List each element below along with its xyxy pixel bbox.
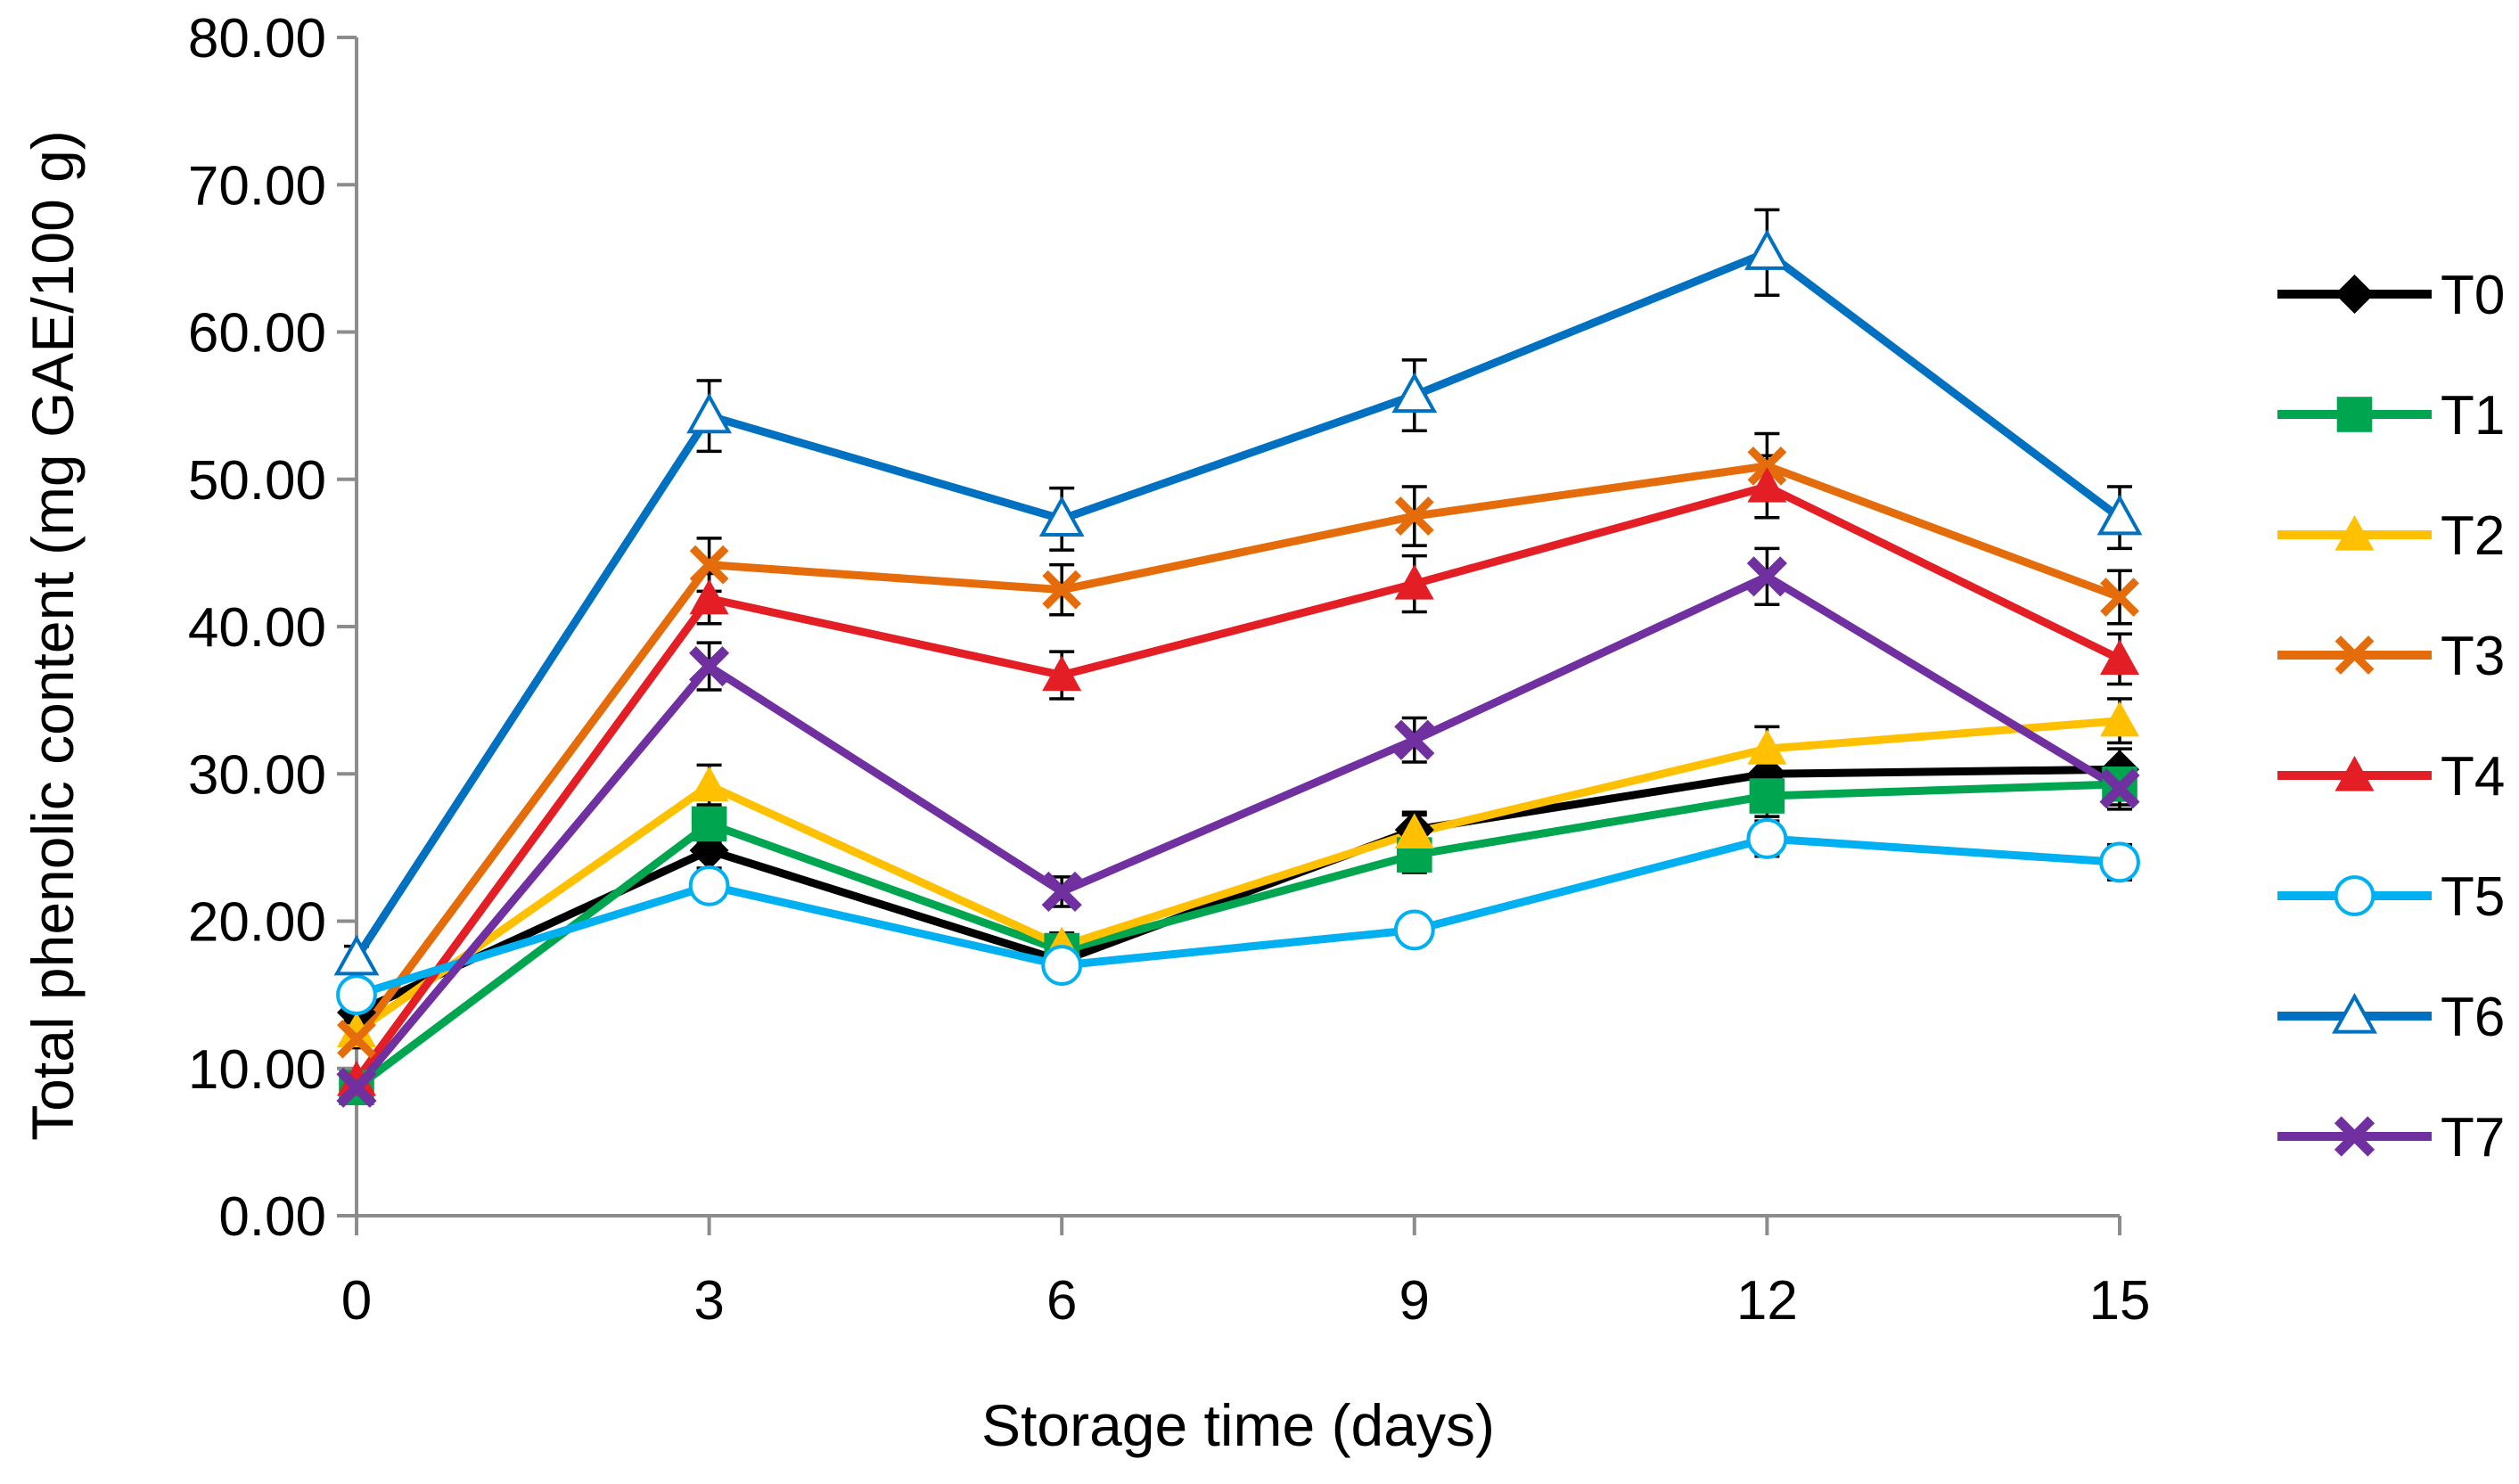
data-point-T4	[689, 578, 729, 615]
legend-label-T7: T7	[2441, 1107, 2505, 1168]
data-point-T7	[1746, 556, 1787, 597]
data-point-T4	[1394, 564, 1434, 600]
x-tick-label: 6	[1046, 1270, 1077, 1332]
legend-marker-T3	[2334, 635, 2375, 675]
legend-label-T4: T4	[2441, 746, 2505, 808]
y-tick-label: 10.00	[188, 1039, 326, 1101]
y-tick-label: 60.00	[188, 303, 326, 365]
data-point-T3	[689, 545, 729, 585]
data-point-T2	[1747, 729, 1787, 765]
data-point-T7	[2099, 768, 2140, 809]
series-line-T5	[355, 834, 2121, 999]
series-line-T4	[353, 482, 2121, 1083]
data-point-T5	[1393, 909, 1435, 951]
legend-marker-T0	[2334, 275, 2375, 314]
legend-marker-T7	[2334, 1116, 2375, 1157]
y-tick-label: 0.00	[218, 1186, 326, 1248]
series-line-T2	[354, 717, 2121, 1036]
y-tick-label: 70.00	[188, 155, 326, 217]
y-tick-label: 40.00	[188, 597, 326, 659]
data-point-T4	[337, 1060, 376, 1096]
data-point-T2	[689, 766, 729, 802]
data-point-T3	[1394, 496, 1434, 536]
tick-labels: 0.00 10.00 20.00 30.00 40.00 50.00 60.00 70.00 8…	[188, 8, 2151, 1332]
data-point-T6	[333, 934, 380, 976]
legend-label-T1: T1	[2441, 385, 2505, 447]
error-bars	[344, 208, 2132, 1097]
series-markers	[333, 229, 2143, 1108]
x-tick-label: 0	[341, 1270, 372, 1332]
legend-marker-T2	[2334, 515, 2375, 551]
data-point-T6	[1744, 229, 1790, 270]
legend-marker-T4	[2334, 756, 2375, 791]
data-point-T3	[1042, 570, 1082, 610]
series-lines	[353, 248, 2122, 1091]
x-axis-title: Storage time (days)	[981, 1392, 1495, 1458]
data-point-T7	[1041, 871, 1082, 913]
data-point-T5	[1041, 945, 1083, 986]
y-tick-label: 20.00	[188, 892, 326, 954]
data-point-T3	[337, 1019, 376, 1059]
data-point-T2	[1394, 813, 1434, 849]
data-point-T4	[2100, 639, 2139, 675]
data-point-T7	[689, 646, 730, 687]
legend-label-T0: T0	[2441, 265, 2505, 326]
data-point-T5	[2099, 841, 2140, 883]
legend-label-T5: T5	[2441, 866, 2505, 928]
y-axis-title: Total phenolic content (mg GAE/100 g)	[20, 130, 86, 1141]
data-point-T3	[1747, 446, 1787, 486]
data-point-T4	[1042, 655, 1082, 692]
x-tick-label: 15	[2089, 1270, 2151, 1332]
data-point-T1	[691, 806, 727, 842]
x-tick-label: 9	[1399, 1270, 1430, 1332]
data-point-T6	[1038, 496, 1085, 537]
data-point-T3	[2100, 578, 2139, 617]
series-line-T0	[355, 765, 2121, 1017]
data-point-T5	[1746, 818, 1788, 859]
series-line-T7	[353, 572, 2122, 1091]
legend: T0 T1 T2 T3 T4 T5 T6 T7	[2277, 265, 2505, 1168]
data-point-T1	[1749, 778, 1785, 814]
data-point-T5	[336, 974, 377, 1016]
x-tick-label: 3	[693, 1270, 724, 1332]
data-point-T6	[1391, 372, 1438, 414]
series-line-T1	[354, 780, 2121, 1091]
data-point-T7	[1394, 719, 1435, 760]
data-point-T6	[686, 392, 732, 434]
axes	[337, 36, 2121, 1235]
y-tick-label: 50.00	[188, 450, 326, 512]
y-tick-label: 30.00	[188, 744, 326, 806]
x-tick-label: 12	[1736, 1270, 1798, 1332]
legend-label-T6: T6	[2441, 987, 2505, 1048]
legend-marker-T1	[2336, 397, 2373, 432]
series-line-T3	[353, 462, 2121, 1042]
data-point-T7	[336, 1067, 377, 1108]
legend-label-T2: T2	[2441, 505, 2505, 567]
legend-marker-T5	[2334, 875, 2375, 916]
legend-marker-T6	[2332, 992, 2377, 1034]
data-point-T2	[2100, 701, 2139, 737]
series-line-T6	[353, 248, 2122, 961]
data-point-T6	[2096, 494, 2143, 536]
legend-label-T3: T3	[2441, 626, 2505, 687]
y-tick-label: 80.00	[188, 8, 326, 70]
data-point-T4	[1747, 467, 1787, 503]
data-point-T5	[688, 865, 730, 906]
data-point-T2	[337, 1012, 376, 1048]
